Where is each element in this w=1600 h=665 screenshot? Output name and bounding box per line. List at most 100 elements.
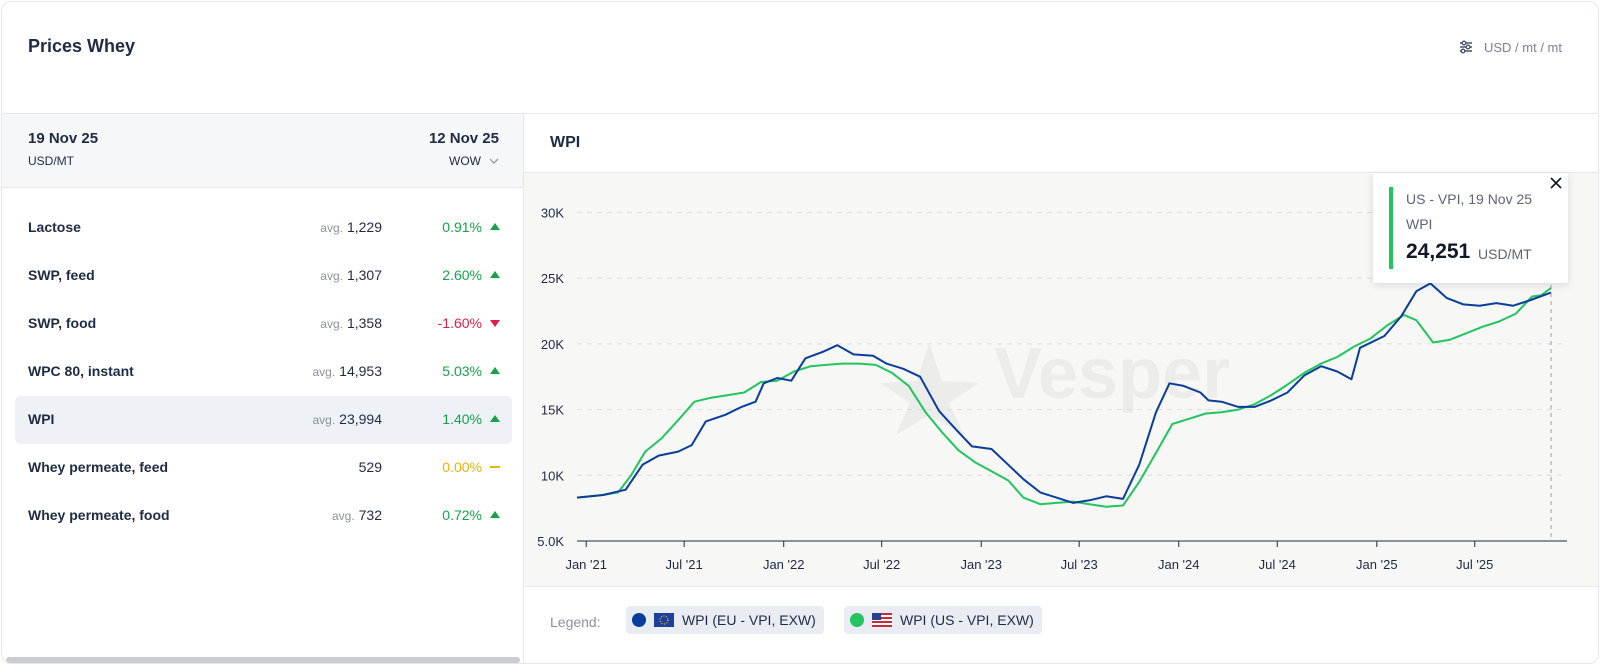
row-change: 1.40% — [442, 411, 482, 427]
avg-label: avg. — [312, 413, 336, 427]
avg-label: avg. — [312, 365, 336, 379]
price-table-header: 19 Nov 25 USD/MT 12 Nov 25 WOW — [2, 114, 523, 188]
row-name: Lactose — [28, 219, 81, 235]
legend-item-eu[interactable]: WPI (EU - VPI, EXW) — [626, 606, 824, 634]
y-tick-label: 30K — [541, 205, 564, 220]
chart-tooltip: US - VPI, 19 Nov 25 WPI 24,251 USD/MT — [1373, 173, 1568, 283]
watermark-star-icon — [880, 343, 979, 435]
price-rows: Lactose avg. 1,229 0.91% SWP, feed avg. 1,307 2… — [15, 204, 512, 540]
row-value: avg. 23,994 — [312, 411, 382, 427]
row-change: 0.72% — [442, 507, 482, 523]
y-tick-label: 15K — [541, 403, 564, 418]
row-value-number: 1,229 — [346, 219, 382, 235]
eu-series-line — [576, 282, 1552, 504]
avg-label: avg. — [320, 221, 343, 235]
avg-label: avg. — [331, 509, 355, 523]
table-row[interactable]: WPI avg. 23,994 1.40% — [15, 396, 512, 444]
tooltip-color-bar — [1389, 187, 1393, 269]
row-value-number: 1,307 — [346, 267, 382, 283]
page-title: Prices Whey — [28, 36, 136, 56]
row-value-number: 732 — [358, 507, 382, 523]
arrow-up-icon — [490, 223, 500, 230]
row-value: 529 — [359, 459, 382, 475]
row-change: 2.60% — [442, 267, 482, 283]
y-tick-label: 5.0K — [537, 534, 564, 549]
table-row[interactable]: SWP, feed avg. 1,307 2.60% — [15, 252, 512, 300]
row-value-number: 529 — [358, 459, 382, 475]
close-icon[interactable] — [1549, 176, 1563, 190]
table-row[interactable]: Lactose avg. 1,229 0.91% — [15, 204, 512, 252]
table-row[interactable]: Whey permeate, food avg. 732 0.72% — [15, 492, 512, 540]
x-tick-label: Jul '25 — [1456, 557, 1493, 572]
tooltip-value: 24,251 — [1406, 240, 1471, 263]
chevron-down-icon — [489, 158, 499, 164]
arrow-up-icon — [490, 511, 500, 518]
x-tick-label: Jul '21 — [666, 557, 703, 572]
tooltip-product: WPI — [1406, 216, 1433, 232]
y-tick-label: 10K — [541, 468, 564, 483]
row-change: 0.91% — [442, 219, 482, 235]
arrow-up-icon — [490, 367, 500, 374]
y-tick-label: 20K — [541, 337, 564, 352]
row-name: SWP, food — [28, 315, 97, 331]
arrow-down-icon — [490, 320, 500, 327]
row-value: avg. 732 — [332, 507, 382, 523]
eu-flag-icon — [654, 613, 674, 627]
chart-legend: Legend: WPI (EU - VPI, EXW) — [524, 588, 1598, 663]
chart-panel: WPI Vesper 5.0K 10K 15K 20K 25K 30K Jan '21 Jul … — [524, 114, 1599, 663]
row-change: 0.00% — [442, 459, 482, 475]
legend-item-eu-label: WPI (EU - VPI, EXW) — [682, 612, 816, 628]
x-tick-label: Jul '23 — [1061, 557, 1098, 572]
horizontal-scrollbar[interactable] — [6, 657, 520, 663]
row-name: SWP, feed — [28, 267, 95, 283]
us-flag-icon — [872, 613, 892, 627]
current-date: 19 Nov 25 — [28, 130, 99, 147]
us-series-line — [576, 287, 1552, 508]
sliders-icon — [1460, 40, 1472, 54]
legend-label: Legend: — [550, 614, 601, 630]
units-label: USD / mt / mt — [1484, 39, 1562, 55]
x-tick-label: Jul '22 — [863, 557, 900, 572]
price-table: 19 Nov 25 USD/MT 12 Nov 25 WOW Lactose av… — [2, 114, 524, 663]
watermark-text: Vesper — [994, 334, 1230, 414]
row-value-number: 23,994 — [339, 411, 382, 427]
eu-series-dot — [632, 613, 646, 627]
legend-item-us[interactable]: WPI (US - VPI, EXW) — [844, 606, 1042, 634]
x-tick-label: Jan '25 — [1356, 557, 1398, 572]
arrow-up-icon — [490, 415, 500, 422]
x-tick-label: Jan '21 — [565, 557, 607, 572]
row-name: WPI — [28, 411, 55, 427]
arrow-up-icon — [490, 271, 500, 278]
x-tick-label: Jan '22 — [763, 557, 805, 572]
compare-date: 12 Nov 25 — [428, 130, 499, 147]
row-value-number: 14,953 — [339, 363, 382, 379]
units-selector[interactable]: USD / mt / mt — [1458, 39, 1562, 55]
table-unit: USD/MT — [28, 154, 74, 168]
row-value: avg. 1,307 — [320, 267, 382, 283]
us-series-dot — [850, 613, 864, 627]
table-row[interactable]: SWP, food avg. 1,358 -1.60% — [15, 300, 512, 348]
row-value-number: 1,358 — [346, 315, 382, 331]
avg-label: avg. — [320, 269, 343, 283]
row-change: -1.60% — [437, 315, 482, 331]
row-name: WPC 80, instant — [28, 363, 134, 379]
row-name: Whey permeate, feed — [28, 459, 169, 475]
x-tick-label: Jan '24 — [1158, 557, 1200, 572]
row-value: avg. 1,229 — [320, 219, 382, 235]
x-tick-label: Jul '24 — [1259, 557, 1296, 572]
card-header: Prices Whey USD / mt / mt — [2, 2, 1598, 114]
dash-icon — [490, 466, 500, 468]
x-tick-label: Jan '23 — [960, 557, 1002, 572]
row-value: avg. 1,358 — [320, 315, 382, 331]
period-dropdown[interactable]: WOW — [449, 154, 499, 168]
table-row[interactable]: Whey permeate, feed 529 0.00% — [15, 444, 512, 492]
chart-title: WPI — [550, 134, 581, 151]
tooltip-series-date: US - VPI, 19 Nov 25 — [1406, 191, 1533, 207]
tooltip-unit: USD/MT — [1478, 246, 1532, 262]
legend-item-us-label: WPI (US - VPI, EXW) — [900, 612, 1034, 628]
row-name: Whey permeate, food — [28, 507, 170, 523]
table-row[interactable]: WPC 80, instant avg. 14,953 5.03% — [15, 348, 512, 396]
wpi-line-chart[interactable]: Vesper 5.0K 10K 15K 20K 25K 30K Jan '21 Jul '21 J… — [524, 173, 1599, 587]
row-change: 5.03% — [442, 363, 482, 379]
